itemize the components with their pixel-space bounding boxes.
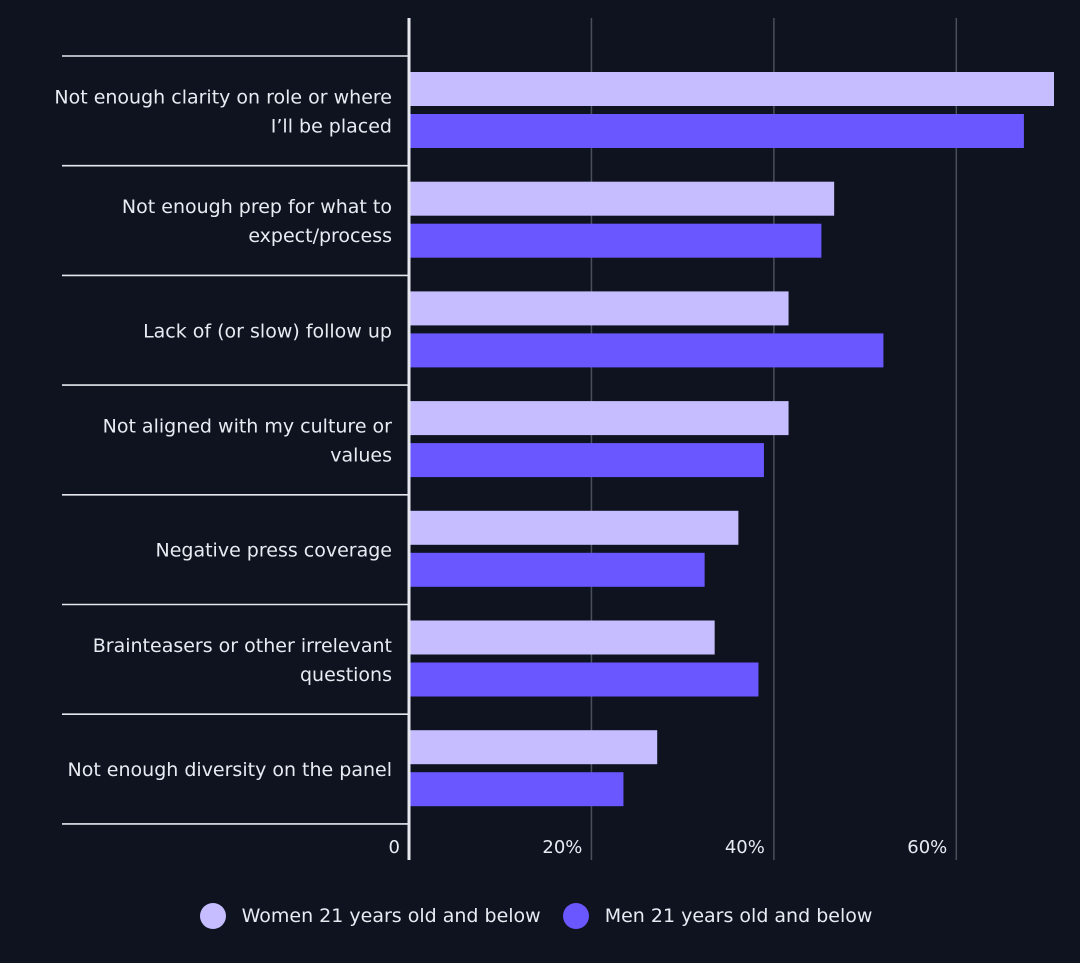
legend-swatch-men	[562, 903, 589, 929]
bar-women-1	[410, 72, 1054, 106]
bar-men-6	[410, 662, 759, 697]
x-tick-label-40: 40%	[725, 837, 765, 858]
x-tick-label-20: 20%	[542, 837, 582, 858]
category-label-5: Negative press coverage	[156, 540, 393, 562]
legend: Women 21 years old and below Men 21 year…	[0, 896, 1080, 936]
legend-swatch-women	[199, 903, 226, 929]
bar-men-2	[410, 223, 822, 258]
x-tick-label-60: 60%	[907, 837, 947, 858]
bar-men-5	[410, 552, 705, 587]
gridlines	[590, 18, 958, 860]
bar-men-4	[410, 443, 764, 478]
x-axis-ticks: 0 20% 40% 60%	[389, 837, 948, 858]
bars	[410, 72, 1054, 807]
category-label-line: Not enough prep for what to	[122, 196, 392, 218]
category-label-line: Brainteasers or other irrelevant	[93, 635, 392, 657]
legend-label-women: Women 21 years old and below	[241, 905, 541, 927]
category-labels: Not enough clarity on role or where I’ll …	[54, 86, 392, 781]
bar-men-7	[410, 772, 624, 807]
category-label-line: I’ll be placed	[271, 115, 392, 137]
bar-men-3	[410, 333, 884, 368]
category-separators	[62, 55, 408, 825]
category-label-line: Lack of (or slow) follow up	[143, 320, 392, 342]
category-label-1: Not enough clarity on role or where I’ll …	[54, 86, 392, 137]
category-label-line: questions	[300, 664, 392, 686]
bar-women-4	[410, 401, 789, 436]
x-tick-label-0: 0	[389, 837, 400, 858]
legend-item-women: Women 21 years old and below	[199, 903, 541, 929]
category-label-7: Not enough diversity on the panel	[67, 759, 392, 781]
legend-label-men: Men 21 years old and below	[604, 905, 873, 927]
bar-men-1	[410, 114, 1024, 148]
category-label-line: Not aligned with my culture or	[103, 415, 393, 437]
category-label-2: Not enough prep for what to expect/proces…	[122, 196, 392, 247]
category-label-3: Lack of (or slow) follow up	[143, 320, 392, 342]
category-label-line: Negative press coverage	[156, 540, 393, 562]
bar-women-5	[410, 510, 739, 545]
bar-women-6	[410, 620, 715, 655]
category-label-line: Not enough clarity on role or where	[54, 86, 392, 108]
category-label-line: values	[330, 444, 392, 466]
bar-women-7	[410, 730, 658, 765]
category-label-line: expect/process	[248, 225, 392, 247]
category-label-line: Not enough diversity on the panel	[67, 759, 392, 781]
bar-women-2	[410, 181, 835, 216]
category-label-6: Brainteasers or other irrelevant question…	[93, 635, 392, 686]
category-label-4: Not aligned with my culture or values	[103, 415, 393, 466]
legend-item-men: Men 21 years old and below	[562, 903, 873, 929]
bar-women-3	[410, 291, 789, 326]
